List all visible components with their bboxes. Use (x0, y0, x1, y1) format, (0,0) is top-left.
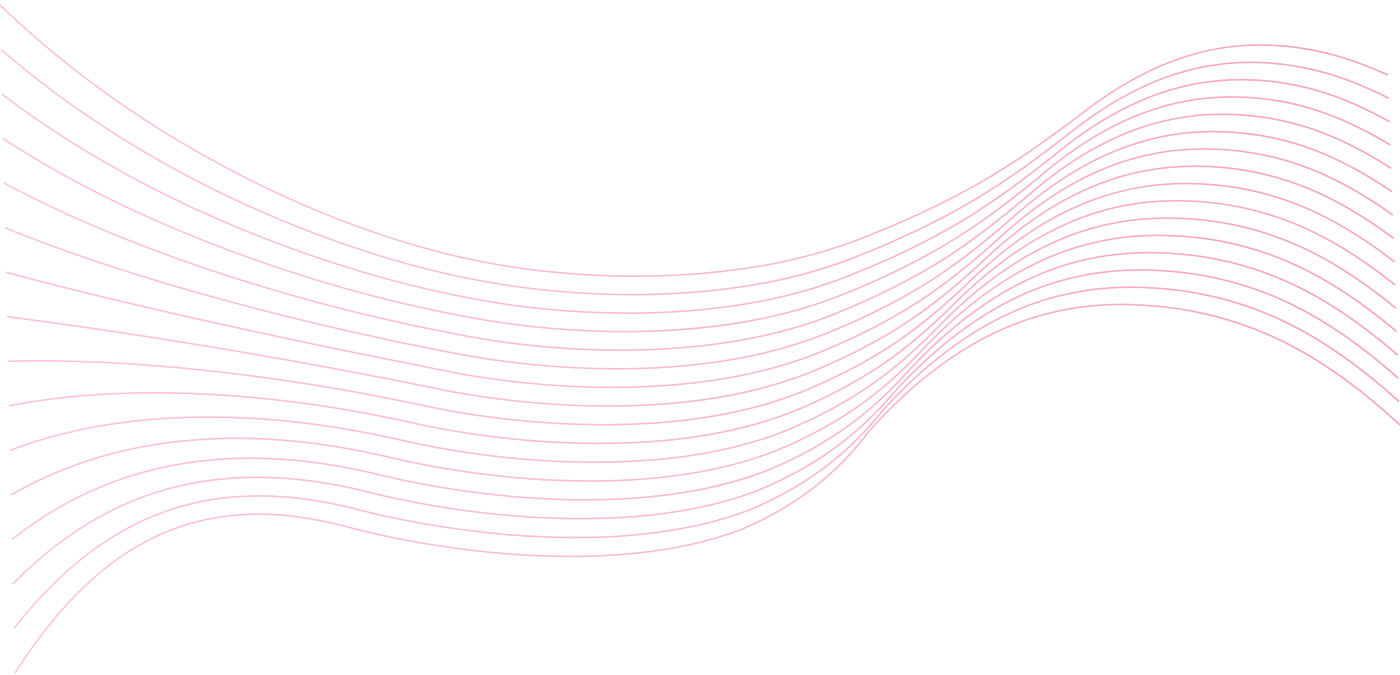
wave-line (10, 234, 1398, 496)
wave-line (9, 217, 1397, 463)
wave-line (0, 4, 1389, 277)
wave-line (5, 148, 1394, 389)
wave-line (11, 251, 1399, 541)
wave-line (12, 269, 1399, 585)
wave-lines (0, 4, 1400, 674)
wave-line (13, 286, 1400, 629)
wave-line (2, 96, 1391, 333)
wave-line (14, 303, 1400, 674)
wave-line (7, 182, 1395, 426)
wave-line (3, 113, 1392, 351)
wave-line (6, 165, 1395, 407)
wave-line (1, 78, 1390, 314)
wave-line (0, 48, 1390, 296)
wave-line (4, 130, 1393, 370)
wave-line (8, 199, 1396, 445)
